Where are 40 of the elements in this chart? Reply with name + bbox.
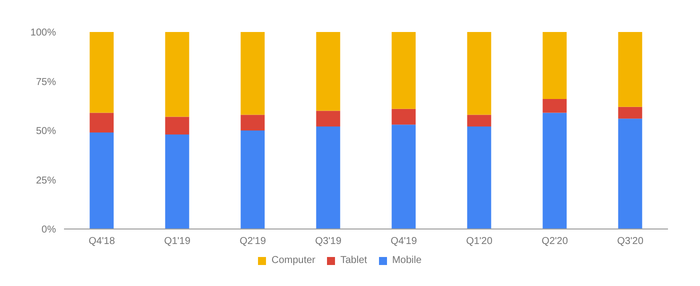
bar [316,110,340,127]
bar [392,108,416,125]
bar [392,124,416,229]
bar [90,32,114,113]
bar [316,32,340,111]
bar [467,114,492,127]
bar [618,32,642,107]
y-tick-label: 100% [30,28,56,39]
bar [165,32,190,117]
legend-label: Computer [271,255,316,266]
x-tick-label: Q1'20 [466,236,493,248]
bar [165,116,190,134]
bar [240,32,265,115]
bar [542,98,567,113]
x-tick-label: Q2'20 [542,236,568,248]
bar [165,134,190,229]
bar [542,112,567,229]
x-tick-label: Q1'19 [164,236,191,248]
bar [542,32,567,99]
y-tick-label: 0% [42,224,56,236]
bar [618,118,642,229]
bar [618,106,642,119]
bar [90,132,114,229]
x-tick-label: Q3'20 [617,236,644,248]
y-tick-label: 50% [36,126,56,138]
bar [392,32,416,109]
x-tick-label: Q2'19 [240,236,266,248]
bar [90,112,114,132]
bar [240,130,265,229]
x-tick-label: Q4'19 [390,236,418,248]
legend-label: Tablet [340,255,368,266]
bar [316,126,340,229]
bar [467,126,492,229]
x-tick-label: Q3'19 [315,236,342,248]
y-tick-label: 75% [36,76,56,88]
bar [240,114,265,130]
x-tick-label: Q4'18 [88,236,116,248]
legend-label: Mobile [392,255,422,266]
y-tick-label: 25% [36,175,56,186]
bar [467,32,492,115]
